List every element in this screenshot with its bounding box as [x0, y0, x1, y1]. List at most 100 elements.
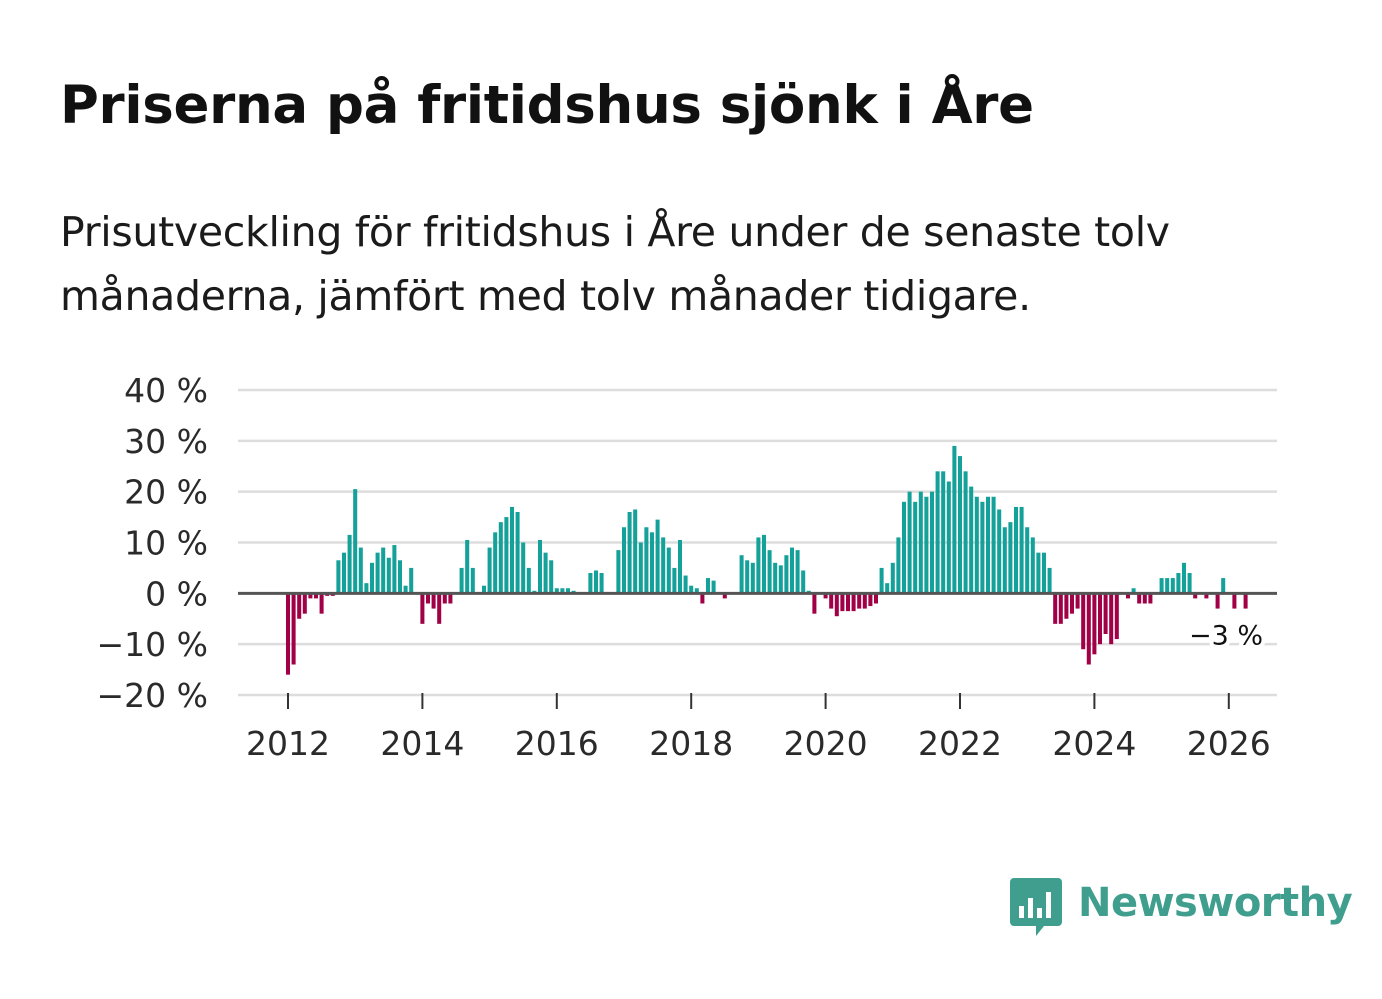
bar: [655, 519, 660, 594]
y-tick-label: 20 %: [124, 473, 208, 512]
bar: [375, 552, 380, 594]
bar: [1176, 573, 1181, 594]
bar: [381, 547, 386, 594]
x-tick-label: 2016: [515, 724, 599, 763]
bar: [957, 456, 963, 594]
bar: [1181, 562, 1187, 594]
bar: [621, 527, 627, 594]
bar: [431, 593, 436, 609]
bar: [773, 562, 778, 594]
bar: [616, 550, 621, 594]
bar: [302, 593, 307, 614]
bar: [1013, 506, 1019, 594]
bar: [694, 588, 699, 594]
bar: [857, 593, 862, 609]
bar: [369, 562, 375, 594]
bar: [509, 506, 515, 594]
bar: [778, 565, 783, 594]
bar: [913, 501, 918, 594]
bar: [834, 593, 839, 617]
bar: [868, 593, 873, 607]
bar: [549, 560, 554, 594]
bar: [1109, 593, 1114, 645]
bar: [560, 588, 565, 594]
bar: [341, 552, 347, 594]
bar: [756, 537, 761, 594]
bar: [442, 593, 447, 604]
bar: [974, 496, 979, 594]
bar: [425, 593, 431, 604]
bar: [1159, 578, 1164, 594]
x-tick-label: 2018: [649, 724, 733, 763]
bar: [336, 560, 341, 594]
bar: [313, 593, 319, 599]
bar: [761, 534, 767, 594]
bar: [347, 534, 352, 594]
bar: [689, 585, 694, 594]
bar: [918, 491, 923, 594]
bar: [711, 580, 716, 594]
bar: [801, 570, 806, 594]
bar: [666, 547, 671, 594]
bar: [700, 593, 705, 604]
bar: [1232, 593, 1237, 609]
bar: [924, 496, 929, 594]
bar: [308, 593, 313, 599]
bar: [1103, 593, 1108, 634]
bar: [1131, 588, 1136, 594]
bar: [1114, 593, 1119, 640]
bar: [1058, 593, 1063, 624]
bar: [1221, 578, 1226, 594]
y-tick-label: −20 %: [97, 676, 209, 715]
bar: [644, 527, 649, 594]
end-value-label: −3 %: [1189, 621, 1263, 652]
bar: [420, 593, 425, 624]
bar: [845, 593, 851, 612]
bar: [997, 509, 1002, 594]
x-tick-label: 2012: [246, 724, 330, 763]
bar: [649, 532, 655, 594]
bar: [672, 567, 677, 594]
bar: [941, 471, 946, 594]
bar: [353, 489, 358, 594]
bar: [1204, 593, 1209, 599]
bar: [448, 593, 453, 604]
bar: [907, 491, 912, 594]
bar: [1053, 593, 1058, 624]
bar: [554, 588, 559, 594]
bar: [722, 593, 727, 599]
bar: [1019, 506, 1024, 594]
bar: [1086, 593, 1091, 665]
bar: [784, 555, 789, 594]
bar: [358, 547, 363, 594]
bar: [493, 532, 498, 594]
bar: [812, 593, 817, 614]
bar: [862, 593, 867, 609]
bar: [750, 562, 755, 594]
bar: [767, 550, 772, 594]
bar: [1075, 593, 1080, 609]
bar: [739, 555, 744, 594]
bar: [1025, 527, 1030, 594]
bar: [403, 585, 408, 594]
bar: [397, 560, 403, 594]
bar: [745, 560, 750, 594]
bar: [526, 567, 531, 594]
bar: [789, 547, 795, 594]
bar: [890, 562, 895, 594]
bar: [1036, 552, 1041, 594]
bar: [470, 567, 475, 594]
y-tick-label: 0 %: [145, 574, 208, 613]
bar: [319, 593, 324, 614]
bar: [1243, 593, 1248, 609]
bar: [409, 567, 414, 594]
bar: [829, 593, 834, 609]
bar: [1002, 527, 1007, 594]
y-axis-tick-labels: 40 % 30 % 20 % 10 % 0 % −10 % −20 %: [97, 371, 209, 715]
bar: [543, 552, 548, 594]
bar: [1142, 593, 1147, 604]
bar: [1187, 573, 1192, 594]
bar: [481, 585, 487, 594]
bar: [459, 567, 464, 594]
